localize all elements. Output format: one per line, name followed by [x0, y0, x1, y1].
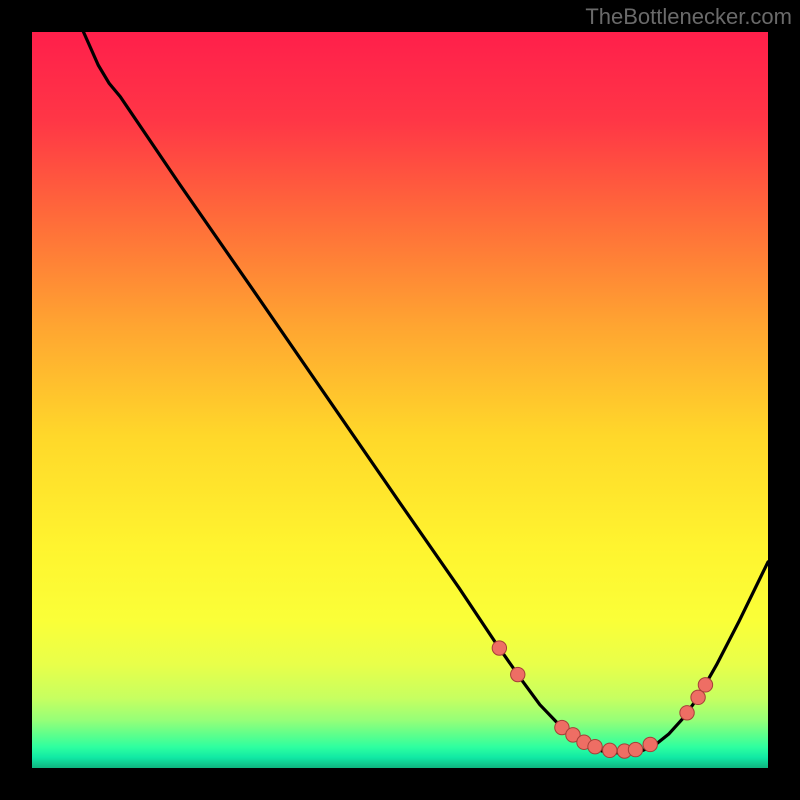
marker-point — [680, 706, 694, 720]
marker-point — [691, 690, 705, 704]
watermark-text: TheBottlenecker.com — [585, 4, 792, 30]
marker-point — [643, 737, 657, 751]
marker-point — [492, 641, 506, 655]
bottleneck-chart — [0, 0, 800, 800]
chart-container: TheBottlenecker.com — [0, 0, 800, 800]
marker-point — [698, 678, 712, 692]
marker-point — [603, 743, 617, 757]
marker-point — [628, 742, 642, 756]
marker-point — [588, 739, 602, 753]
marker-point — [511, 667, 525, 681]
plot-background — [32, 32, 768, 768]
